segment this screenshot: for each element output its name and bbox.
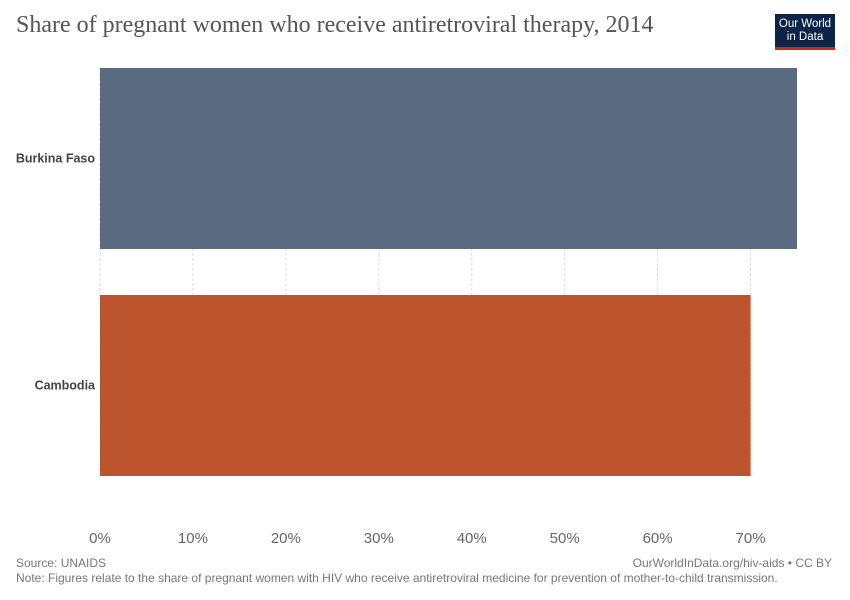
bar-burkina-faso[interactable] xyxy=(100,68,797,249)
bar-cambodia[interactable] xyxy=(100,295,751,476)
x-tick-label: 0% xyxy=(89,530,111,547)
x-axis-ticks: 0% 10% 20% 30% 40% 50% 60% 70% xyxy=(89,530,765,547)
x-tick-label: 60% xyxy=(643,530,673,547)
bars-group xyxy=(100,68,797,476)
url-license-link[interactable]: OurWorldInData.org/hiv-aids • CC BY xyxy=(632,556,832,570)
footnote: Note: Figures relate to the share of pre… xyxy=(16,571,778,585)
x-tick-label: 20% xyxy=(271,530,301,547)
bar-chart: Burkina Faso Cambodia 0% 10% 20% 30% 40% 50% 60… xyxy=(16,68,797,547)
owid-logo[interactable]: Our World in Data xyxy=(775,14,835,50)
x-tick-label: 50% xyxy=(550,530,580,547)
source-text: Source: UNAIDS xyxy=(16,556,107,570)
x-tick-label: 10% xyxy=(178,530,208,547)
chart-title: Share of pregnant women who receive anti… xyxy=(16,12,654,38)
x-tick-label: 40% xyxy=(457,530,487,547)
logo-line-1: Our World xyxy=(778,18,832,30)
category-labels: Burkina Faso Cambodia xyxy=(16,152,96,393)
x-tick-label: 70% xyxy=(736,530,766,547)
category-label: Burkina Faso xyxy=(16,152,96,166)
x-tick-label: 30% xyxy=(364,530,394,547)
logo-line-2: in Data xyxy=(786,31,824,43)
category-label: Cambodia xyxy=(35,379,96,393)
